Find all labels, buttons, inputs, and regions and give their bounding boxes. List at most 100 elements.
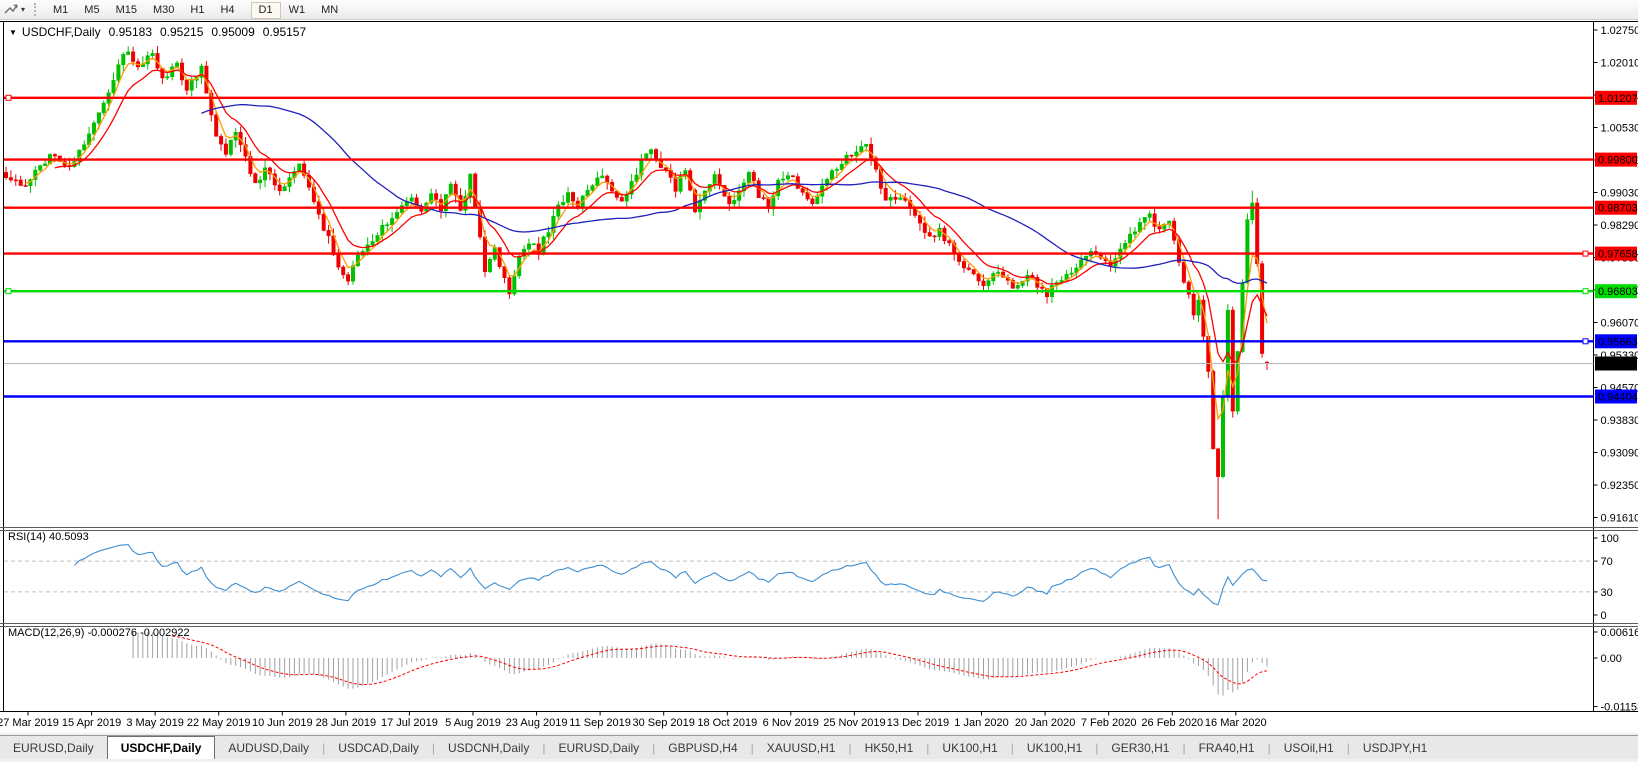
line-price-label: 0.98703	[1598, 203, 1638, 215]
price-tick-label: 0.93830	[1601, 415, 1638, 427]
ohlc-open: 0.95183	[108, 25, 152, 39]
timeframe-button-mn[interactable]: MN	[321, 3, 339, 16]
line-handle[interactable]	[5, 288, 12, 295]
rsi-tick-label: 100	[1601, 533, 1619, 545]
symbol-period-label: USDCHF,Daily	[21, 25, 101, 39]
line-price-label: 0.95157	[1598, 359, 1638, 371]
time-axis-label: 5 Aug 2019	[445, 717, 501, 729]
chart-tab-usdcad-daily[interactable]: USDCAD,Daily	[338, 741, 419, 755]
cursor-dropdown-caret-icon[interactable]: ▾	[21, 5, 26, 14]
time-axis-label: 23 Aug 2019	[506, 717, 568, 729]
moving-average-ema4	[25, 57, 1268, 422]
line-price-label: 0.96803	[1598, 286, 1638, 298]
line-handle[interactable]	[1582, 338, 1589, 345]
line-price-label: 0.94404	[1598, 392, 1638, 404]
chart-tab-eurusd-daily[interactable]: EURUSD,Daily	[558, 741, 640, 755]
timeframe-button-m1[interactable]: M1	[53, 3, 69, 16]
timeframe-button-w1[interactable]: W1	[288, 3, 306, 16]
macd-panel: 0.006167 0.00 -0.011531	[132, 627, 1638, 714]
tab-divider: |	[542, 741, 546, 755]
time-axis-label: 25 Nov 2019	[823, 717, 885, 729]
price-tick-label: 0.99030	[1601, 188, 1638, 200]
price-tick-label: 1.02010	[1601, 58, 1638, 70]
macd-tick-label: 0.006167	[1601, 627, 1638, 639]
tab-divider: |	[750, 741, 754, 755]
time-axis-label: 30 Sep 2019	[633, 717, 695, 729]
timeframe-button-m5[interactable]: M5	[84, 3, 100, 16]
time-axis-label: 26 Feb 2020	[1141, 717, 1203, 729]
rsi-tick-label: 0	[1601, 610, 1607, 622]
timeframe-button-m15[interactable]: M15	[115, 3, 137, 16]
chart-tab-audusd-daily[interactable]: AUDUSD,Daily	[228, 741, 310, 755]
time-axis-label: 3 May 2019	[126, 717, 183, 729]
line-price-label: 0.97658	[1598, 249, 1638, 261]
time-axis-label: 6 Nov 2019	[763, 717, 819, 729]
time-axis-label: 20 Jan 2020	[1015, 717, 1076, 729]
price-tick-label: 0.91610	[1601, 513, 1638, 525]
line-price-label: 0.95663	[1598, 336, 1638, 348]
time-axis-label: 17 Jul 2019	[381, 717, 438, 729]
time-axis-label: 10 Jun 2019	[252, 717, 313, 729]
price-tick-label: 0.96070	[1601, 318, 1638, 330]
time-axis-label: 27 Mar 2019	[0, 717, 59, 729]
price-tick-label: 0.93090	[1601, 448, 1638, 460]
chart-title: ▼ USDCHF,Daily 0.95183 0.95215 0.95009 0.9515…	[9, 25, 306, 39]
tab-divider: |	[1095, 741, 1099, 755]
line-handle[interactable]	[5, 94, 12, 101]
horizontal-lines[interactable]: 1.01207 0.99800 0.98703 0.97658 0.96803 0.956…	[4, 90, 1638, 404]
line-price-label: 0.99800	[1598, 155, 1638, 167]
time-axis: 27 Mar 2019 15 Apr 2019 3 May 2019 22 May 2…	[0, 711, 1267, 729]
chart-cursor-icon[interactable]	[2, 2, 20, 17]
macd-tick-label: 0.00	[1601, 653, 1622, 665]
line-handle[interactable]	[1582, 288, 1589, 295]
tab-divider: |	[1346, 741, 1350, 755]
time-axis-label: 16 Mar 2020	[1205, 717, 1267, 729]
chart-tab-ger30-h1[interactable]: GER30,H1	[1111, 741, 1170, 755]
collapse-arrow-icon[interactable]: ▼	[9, 28, 17, 37]
chart-tab-usdchf-daily[interactable]: USDCHF,Daily	[106, 736, 216, 759]
chart-tab-eurusd-daily[interactable]: EURUSD,Daily	[13, 741, 94, 755]
tab-divider: |	[652, 741, 656, 755]
rsi-indicator-label: RSI(14) 40.5093	[8, 531, 89, 543]
chart-tab-usdjpy-h1[interactable]: USDJPY,H1	[1362, 741, 1428, 755]
rsi-line	[74, 544, 1268, 606]
price-tick-label: 0.92350	[1601, 480, 1638, 492]
chart-tab-hk50-h1[interactable]: HK50,H1	[864, 741, 914, 755]
moving-average-sma40	[201, 103, 1268, 285]
tab-divider: |	[322, 741, 326, 755]
tab-divider: |	[848, 741, 852, 755]
chart-tab-uk100-h1[interactable]: UK100,H1	[1026, 741, 1083, 755]
time-axis-label: 28 Jun 2019	[316, 717, 377, 729]
moving-average-ema10	[54, 69, 1268, 364]
rsi-tick-label: 30	[1601, 587, 1613, 599]
panel-frames	[0, 21, 1638, 712]
price-chart[interactable]: 1.027501.020101.012701.005300.997900.990…	[0, 20, 1638, 733]
tab-divider: |	[431, 741, 435, 755]
timeframe-toolbar: ▾ M1 M5 M15 M30 H1 H4 D1 W1 MN	[0, 0, 1638, 20]
chart-tab-xauusd-h1[interactable]: XAUUSD,H1	[766, 741, 836, 755]
time-axis-label: 7 Feb 2020	[1081, 717, 1137, 729]
ohlc-low: 0.95009	[211, 25, 255, 39]
chart-tab-usdcnh-daily[interactable]: USDCNH,Daily	[448, 741, 530, 755]
timeframe-button-m30[interactable]: M30	[152, 3, 175, 16]
chart-tab-usoil-h1[interactable]: USOil,H1	[1283, 741, 1334, 755]
tab-divider: |	[926, 741, 930, 755]
time-axis-label: 18 Oct 2019	[697, 717, 757, 729]
chart-tab-uk100-h1[interactable]: UK100,H1	[942, 741, 998, 755]
chart-tab-fra40-h1[interactable]: FRA40,H1	[1198, 741, 1255, 755]
timeframe-button-h1[interactable]: H1	[190, 3, 205, 16]
timeframe-button-d1[interactable]: D1	[250, 1, 281, 19]
chart-window: 1.027501.020101.012701.005300.997900.990…	[0, 20, 1638, 733]
macd-signal-line	[172, 635, 1268, 685]
ohlc-high: 0.95215	[160, 25, 204, 39]
line-price-label: 1.01207	[1598, 93, 1638, 105]
tab-divider: |	[1267, 741, 1271, 755]
macd-indicator-label: MACD(12,26,9) -0.000276 -0.002922	[8, 627, 190, 639]
line-handle[interactable]	[1582, 250, 1589, 257]
chart-tab-gbpusd-h4[interactable]: GBPUSD,H4	[668, 741, 738, 755]
time-axis-label: 1 Jan 2020	[954, 717, 1008, 729]
timeframe-button-h4[interactable]: H4	[220, 3, 235, 16]
timeframe-buttons: M1 M5 M15 M30 H1 H4 D1 W1 MN	[45, 1, 354, 19]
candles	[4, 45, 1270, 520]
price-tick-label: 0.98290	[1601, 220, 1638, 232]
